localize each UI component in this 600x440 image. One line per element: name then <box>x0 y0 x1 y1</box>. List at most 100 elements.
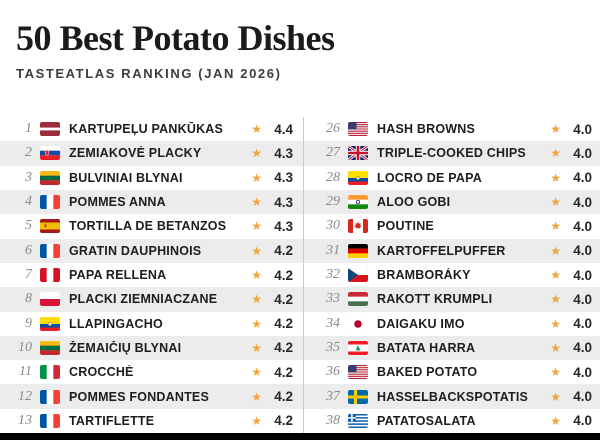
rank-number: 38 <box>326 412 340 428</box>
rating-value: 4.0 <box>573 218 592 234</box>
ranking-cell: 11 CROCCHÈ ★ 4.2 <box>0 360 303 384</box>
ranking-cell: 3 BULVINIAI BLYNAI ★ 4.3 <box>0 166 303 190</box>
table-row: 8 PLACKI ZIEMNIACZANE ★ 4.2 33 RAKOTT KRUMPLI… <box>0 287 600 312</box>
rank-number: 2 <box>25 145 32 161</box>
greece-flag-icon <box>348 413 368 428</box>
ranking-cell: 29 ALOO GOBI ★ 4.0 <box>303 189 600 215</box>
rank-number: 27 <box>326 145 340 161</box>
star-icon: ★ <box>550 219 561 234</box>
dish-name: LOCRO DE PAPA <box>377 170 482 185</box>
ranking-cell: 27 TRIPLE-COOKED CHIPS ★ 4.0 <box>303 141 600 166</box>
ranking-cell: 28 LOCRO DE PAPA ★ 4.0 <box>303 165 600 190</box>
dish-name: ZEMIAKOVÉ PLACKY <box>69 146 202 161</box>
dish-name: BATATA HARRA <box>377 340 476 355</box>
rating-value: 4.3 <box>274 145 293 161</box>
dish-name: BAKED POTATO <box>377 365 478 380</box>
table-row: 9 LLAPINGACHO ★ 4.2 34 DAIGAKU IMO ★ 4.0 <box>0 311 600 336</box>
table-row: 2 ZEMIAKOVÉ PLACKY ★ 4.3 27 TRIPLE-COOKED CHI… <box>0 141 600 166</box>
ranking-cell: 8 PLACKI ZIEMNIACZANE ★ 4.2 <box>0 287 303 311</box>
united-states-flag-icon <box>348 365 368 380</box>
ranking-cell: 35 BATATA HARRA ★ 4.0 <box>303 335 600 361</box>
rating-value: 4.0 <box>573 413 592 429</box>
ranking-cell: 36 BAKED POTATO ★ 4.0 <box>303 360 600 385</box>
ranking-cell: 6 GRATIN DAUPHINOIS ★ 4.2 <box>0 239 303 263</box>
rank-number: 29 <box>326 194 340 210</box>
ranking-cell: 38 PATATOSALATA ★ 4.0 <box>303 408 600 434</box>
star-icon: ★ <box>550 292 561 307</box>
ranking-cell: 32 BRAMBORÁKY ★ 4.0 <box>303 262 600 288</box>
rating-value: 4.2 <box>274 243 293 259</box>
star-icon: ★ <box>251 389 262 404</box>
star-icon: ★ <box>550 268 561 283</box>
rating-value: 4.0 <box>573 121 592 137</box>
rank-number: 32 <box>326 267 340 283</box>
star-icon: ★ <box>251 365 262 380</box>
star-icon: ★ <box>550 389 561 404</box>
star-icon: ★ <box>251 316 262 331</box>
dish-name: DAIGAKU IMO <box>377 316 465 331</box>
rank-number: 31 <box>326 242 340 258</box>
rating-value: 4.4 <box>274 121 293 137</box>
rank-number: 36 <box>326 364 340 380</box>
dish-name: TRIPLE-COOKED CHIPS <box>377 146 526 161</box>
ecuador-flag-icon <box>40 316 60 331</box>
poland-flag-icon <box>40 292 60 307</box>
hungary-flag-icon <box>348 292 368 307</box>
ecuador-flag-icon <box>348 170 368 185</box>
ranking-cell: 37 HASSELBACKSPOTATIS ★ 4.0 <box>303 384 600 409</box>
latvia-flag-icon <box>40 122 60 137</box>
page-title: 50 Best Potato Dishes <box>16 18 335 58</box>
ranking-cell: 1 KARTUPEĻU PANKŪKAS ★ 4.4 <box>0 117 303 141</box>
star-icon: ★ <box>251 340 262 355</box>
star-icon: ★ <box>251 268 262 283</box>
rating-value: 4.2 <box>274 413 293 429</box>
star-icon: ★ <box>550 122 561 137</box>
ranking-cell: 5 TORTILLA DE BETANZOS ★ 4.3 <box>0 214 303 238</box>
france-flag-icon <box>40 243 60 258</box>
rank-number: 5 <box>25 218 32 234</box>
star-icon: ★ <box>550 170 561 185</box>
dish-name: KARTOFFELPUFFER <box>377 243 506 258</box>
peru-flag-icon <box>40 268 60 283</box>
rank-number: 33 <box>326 291 340 307</box>
lithuania-flag-icon <box>40 340 60 355</box>
star-icon: ★ <box>550 316 561 331</box>
rank-number: 7 <box>25 267 32 283</box>
rating-value: 4.2 <box>274 316 293 332</box>
rank-number: 8 <box>25 291 32 307</box>
dish-name: ALOO GOBI <box>377 195 451 210</box>
star-icon: ★ <box>550 243 561 258</box>
rank-number: 12 <box>18 388 32 404</box>
rank-number: 4 <box>25 194 32 210</box>
rating-value: 4.0 <box>573 194 592 210</box>
rank-number: 26 <box>326 121 340 137</box>
france-flag-icon <box>40 389 60 404</box>
table-row: 7 PAPA RELLENA ★ 4.2 32 BRAMBORÁKY ★ 4.0 <box>0 262 600 288</box>
dish-name: BRAMBORÁKY <box>377 268 471 283</box>
star-icon: ★ <box>251 219 262 234</box>
ranking-cell: 4 POMMES ANNA ★ 4.3 <box>0 190 303 214</box>
table-row: 4 POMMES ANNA ★ 4.3 29 ALOO GOBI ★ 4.0 <box>0 189 600 215</box>
rank-number: 11 <box>19 364 32 380</box>
dish-name: RAKOTT KRUMPLI <box>377 292 493 307</box>
rating-value: 4.3 <box>274 170 293 186</box>
ranking-cell: 7 PAPA RELLENA ★ 4.2 <box>0 263 303 287</box>
italy-flag-icon <box>40 365 60 380</box>
lebanon-flag-icon <box>348 340 368 355</box>
rating-value: 4.2 <box>274 389 293 405</box>
star-icon: ★ <box>550 195 561 210</box>
rating-value: 4.0 <box>573 316 592 332</box>
rank-number: 35 <box>326 339 340 355</box>
rating-value: 4.0 <box>573 267 592 283</box>
ranking-cell: 13 TARTIFLETTE ★ 4.2 <box>0 409 303 433</box>
ranking-cell: 31 KARTOFFELPUFFER ★ 4.0 <box>303 238 600 263</box>
dish-name: PLACKI ZIEMNIACZANE <box>69 292 218 307</box>
bottom-bar <box>0 433 600 440</box>
india-flag-icon <box>348 195 368 210</box>
ranking-cell: 30 POUTINE ★ 4.0 <box>303 214 600 239</box>
rating-value: 4.3 <box>274 194 293 210</box>
dish-name: HASH BROWNS <box>377 122 476 137</box>
table-row: 1 KARTUPEĻU PANKŪKAS ★ 4.4 26 HASH BROWNS ★ 4.0 <box>0 117 600 142</box>
dish-name: GRATIN DAUPHINOIS <box>69 243 202 258</box>
canada-flag-icon <box>348 219 368 234</box>
